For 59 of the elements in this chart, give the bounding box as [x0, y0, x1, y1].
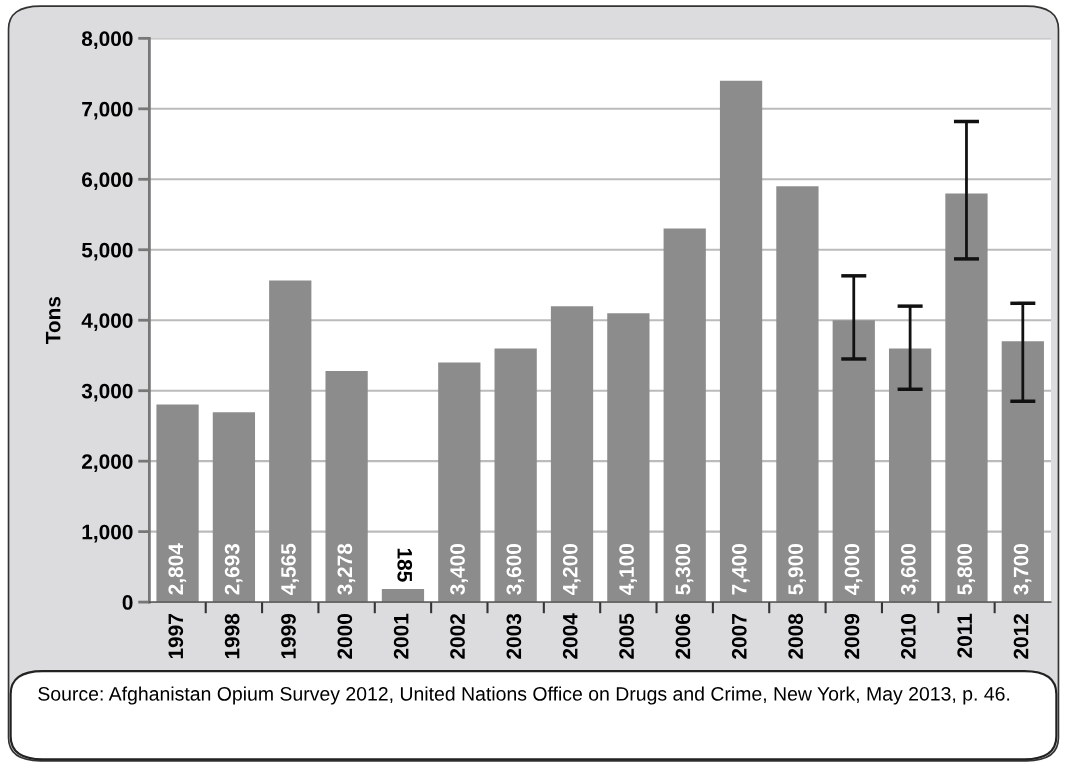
bar [888, 348, 932, 603]
bar [269, 280, 312, 603]
bar [494, 348, 537, 603]
bar [156, 404, 199, 603]
data-label: 3,700 [1013, 544, 1032, 595]
bar [438, 362, 481, 603]
data-label: 2,693 [224, 543, 243, 595]
bar [945, 193, 988, 603]
y-tick-label: 6,000 [82, 172, 133, 191]
x-tick-label: 2004 [562, 613, 578, 659]
data-label: 4,100 [619, 544, 637, 596]
x-tick-label: 2010 [900, 614, 916, 659]
x-tick-label: 2002 [450, 614, 465, 659]
data-label: 4,000 [844, 544, 863, 596]
y-tick-label: 1,000 [82, 524, 133, 543]
y-tick-label: 4,000 [81, 313, 133, 331]
y-tick-label: 0 [122, 595, 133, 610]
x-tick-label: 2006 [675, 613, 691, 659]
source-note: Source: Afghanistan Opium Survey 2012, United Nations Office on Drugs and Crime, New York, May 2013, p. 46. [38, 686, 1010, 705]
x-tick-label: 2011 [957, 613, 973, 658]
bar [663, 228, 706, 603]
x-tick-label: 1997 [168, 614, 184, 659]
data-label: 3,600 [900, 544, 919, 595]
y-tick-label: 2,000 [82, 454, 133, 472]
data-label: 4,200 [562, 544, 581, 596]
data-label: 5,300 [675, 544, 694, 595]
bar [607, 313, 650, 603]
x-tick-label: 2007 [731, 614, 747, 659]
y-tick-label: 8,000 [81, 31, 133, 50]
bar [832, 320, 875, 603]
y-axis-title: Tons [45, 296, 61, 345]
data-label: 5,800 [957, 544, 976, 595]
x-tick-label: 2012 [1013, 614, 1029, 659]
y-tick-label: 5,000 [81, 242, 133, 261]
x-tick-label: 1998 [224, 613, 240, 659]
data-label: 3,400 [450, 544, 468, 595]
bar [719, 80, 763, 603]
data-label: 7,400 [731, 544, 750, 595]
x-tick-label: 2008 [788, 613, 804, 659]
bar [550, 306, 594, 603]
x-tick-label: 2000 [337, 614, 353, 659]
bar [381, 589, 425, 603]
x-tick-label: 2009 [844, 613, 860, 659]
bar [776, 186, 819, 603]
bar [212, 412, 256, 603]
x-tick-label: 2003 [506, 613, 522, 659]
bar [1001, 341, 1044, 603]
data-label: 3,278 [337, 543, 356, 595]
data-label: 3,600 [506, 544, 525, 595]
y-tick-label: 7,000 [82, 101, 133, 120]
data-label: 5,900 [788, 544, 807, 595]
x-tick-label: 2001 [393, 613, 409, 659]
x-tick-label: 2005 [619, 613, 634, 659]
data-label: 2,804 [168, 543, 187, 595]
data-label: 4,565 [281, 543, 299, 596]
data-label: 185 [397, 548, 413, 582]
x-tick-label: 1999 [281, 613, 296, 659]
bar [325, 371, 368, 603]
y-tick-label: 3,000 [81, 383, 133, 402]
